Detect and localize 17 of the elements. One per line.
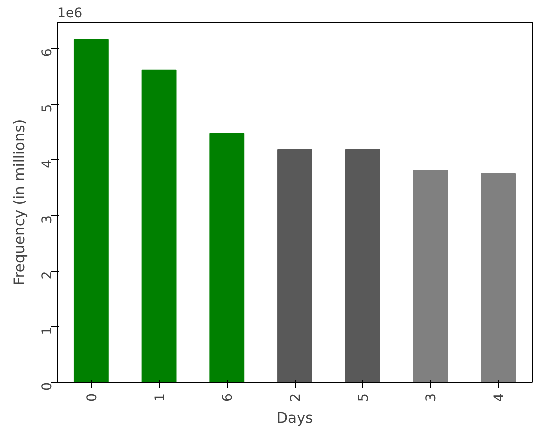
y-tick-label: 1 (40, 326, 56, 336)
x-axis-title: Days (276, 410, 314, 427)
x-tick-label: 3 (424, 393, 440, 402)
y-tick-label: 5 (40, 104, 56, 113)
x-tick-label: 2 (289, 393, 304, 402)
x-tick-label: 1 (153, 393, 168, 402)
y-tick-label: 2 (40, 271, 56, 280)
text: 1e6 (58, 6, 83, 22)
x-tick-label: 6 (221, 393, 236, 402)
x-tick-label: 5 (356, 393, 372, 402)
x-tick-label: 0 (85, 393, 100, 402)
x-tick-label: 4 (492, 393, 508, 402)
y-tick-label: 3 (40, 216, 56, 224)
y-tick-label: 0 (40, 382, 56, 391)
y-tick-label: 6 (40, 48, 56, 58)
y-axis-title: Frequency (in millions) (12, 119, 28, 286)
y-tick-label: 4 (40, 160, 56, 168)
